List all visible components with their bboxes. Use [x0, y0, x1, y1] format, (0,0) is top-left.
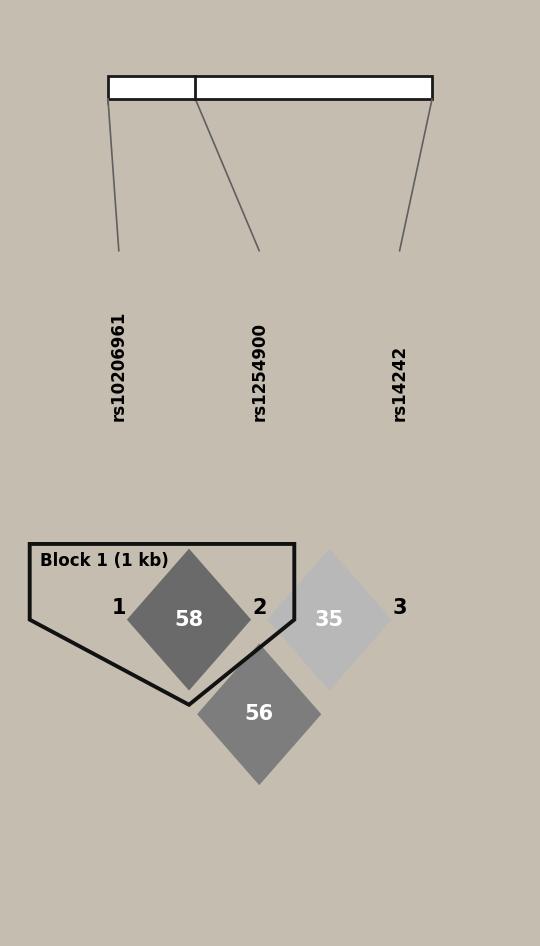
Polygon shape	[197, 643, 321, 785]
Text: 35: 35	[315, 609, 344, 630]
Text: rs1254900: rs1254900	[250, 322, 268, 421]
Text: Block 1 (1 kb): Block 1 (1 kb)	[40, 552, 169, 569]
Bar	[108, 76, 432, 99]
Polygon shape	[127, 549, 251, 691]
Polygon shape	[267, 549, 392, 691]
Text: 58: 58	[174, 609, 204, 630]
Text: rs14242: rs14242	[390, 345, 409, 421]
Text: 2: 2	[252, 598, 266, 619]
Text: 3: 3	[393, 598, 407, 619]
Text: rs10206961: rs10206961	[110, 310, 128, 421]
Text: 1: 1	[112, 598, 126, 619]
Text: 56: 56	[245, 704, 274, 725]
